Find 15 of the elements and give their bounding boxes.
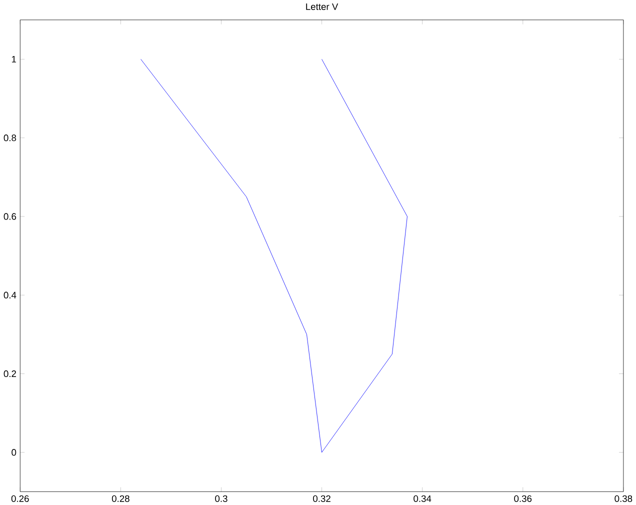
y-tick-label: 0.8 — [4, 134, 16, 141]
x-tick-label: 0.26 — [11, 495, 29, 502]
chart-title: Letter V — [306, 3, 338, 10]
x-tick-label: 0.32 — [313, 495, 330, 502]
x-tick-label: 0.3 — [215, 495, 228, 502]
y-tick-label: 0.4 — [4, 292, 16, 298]
x-tick-label: 0.28 — [112, 495, 130, 502]
x-tick-label: 0.34 — [414, 495, 432, 502]
line-series — [140, 58, 408, 452]
y-tick-label: 1 — [12, 56, 16, 62]
x-tick-label: 0.36 — [514, 495, 532, 502]
y-tick-label: 0.2 — [4, 370, 16, 377]
x-tick-label: 0.38 — [614, 495, 632, 502]
y-tick-label: 0 — [12, 448, 16, 456]
y-tick-label: 0.6 — [4, 212, 16, 220]
